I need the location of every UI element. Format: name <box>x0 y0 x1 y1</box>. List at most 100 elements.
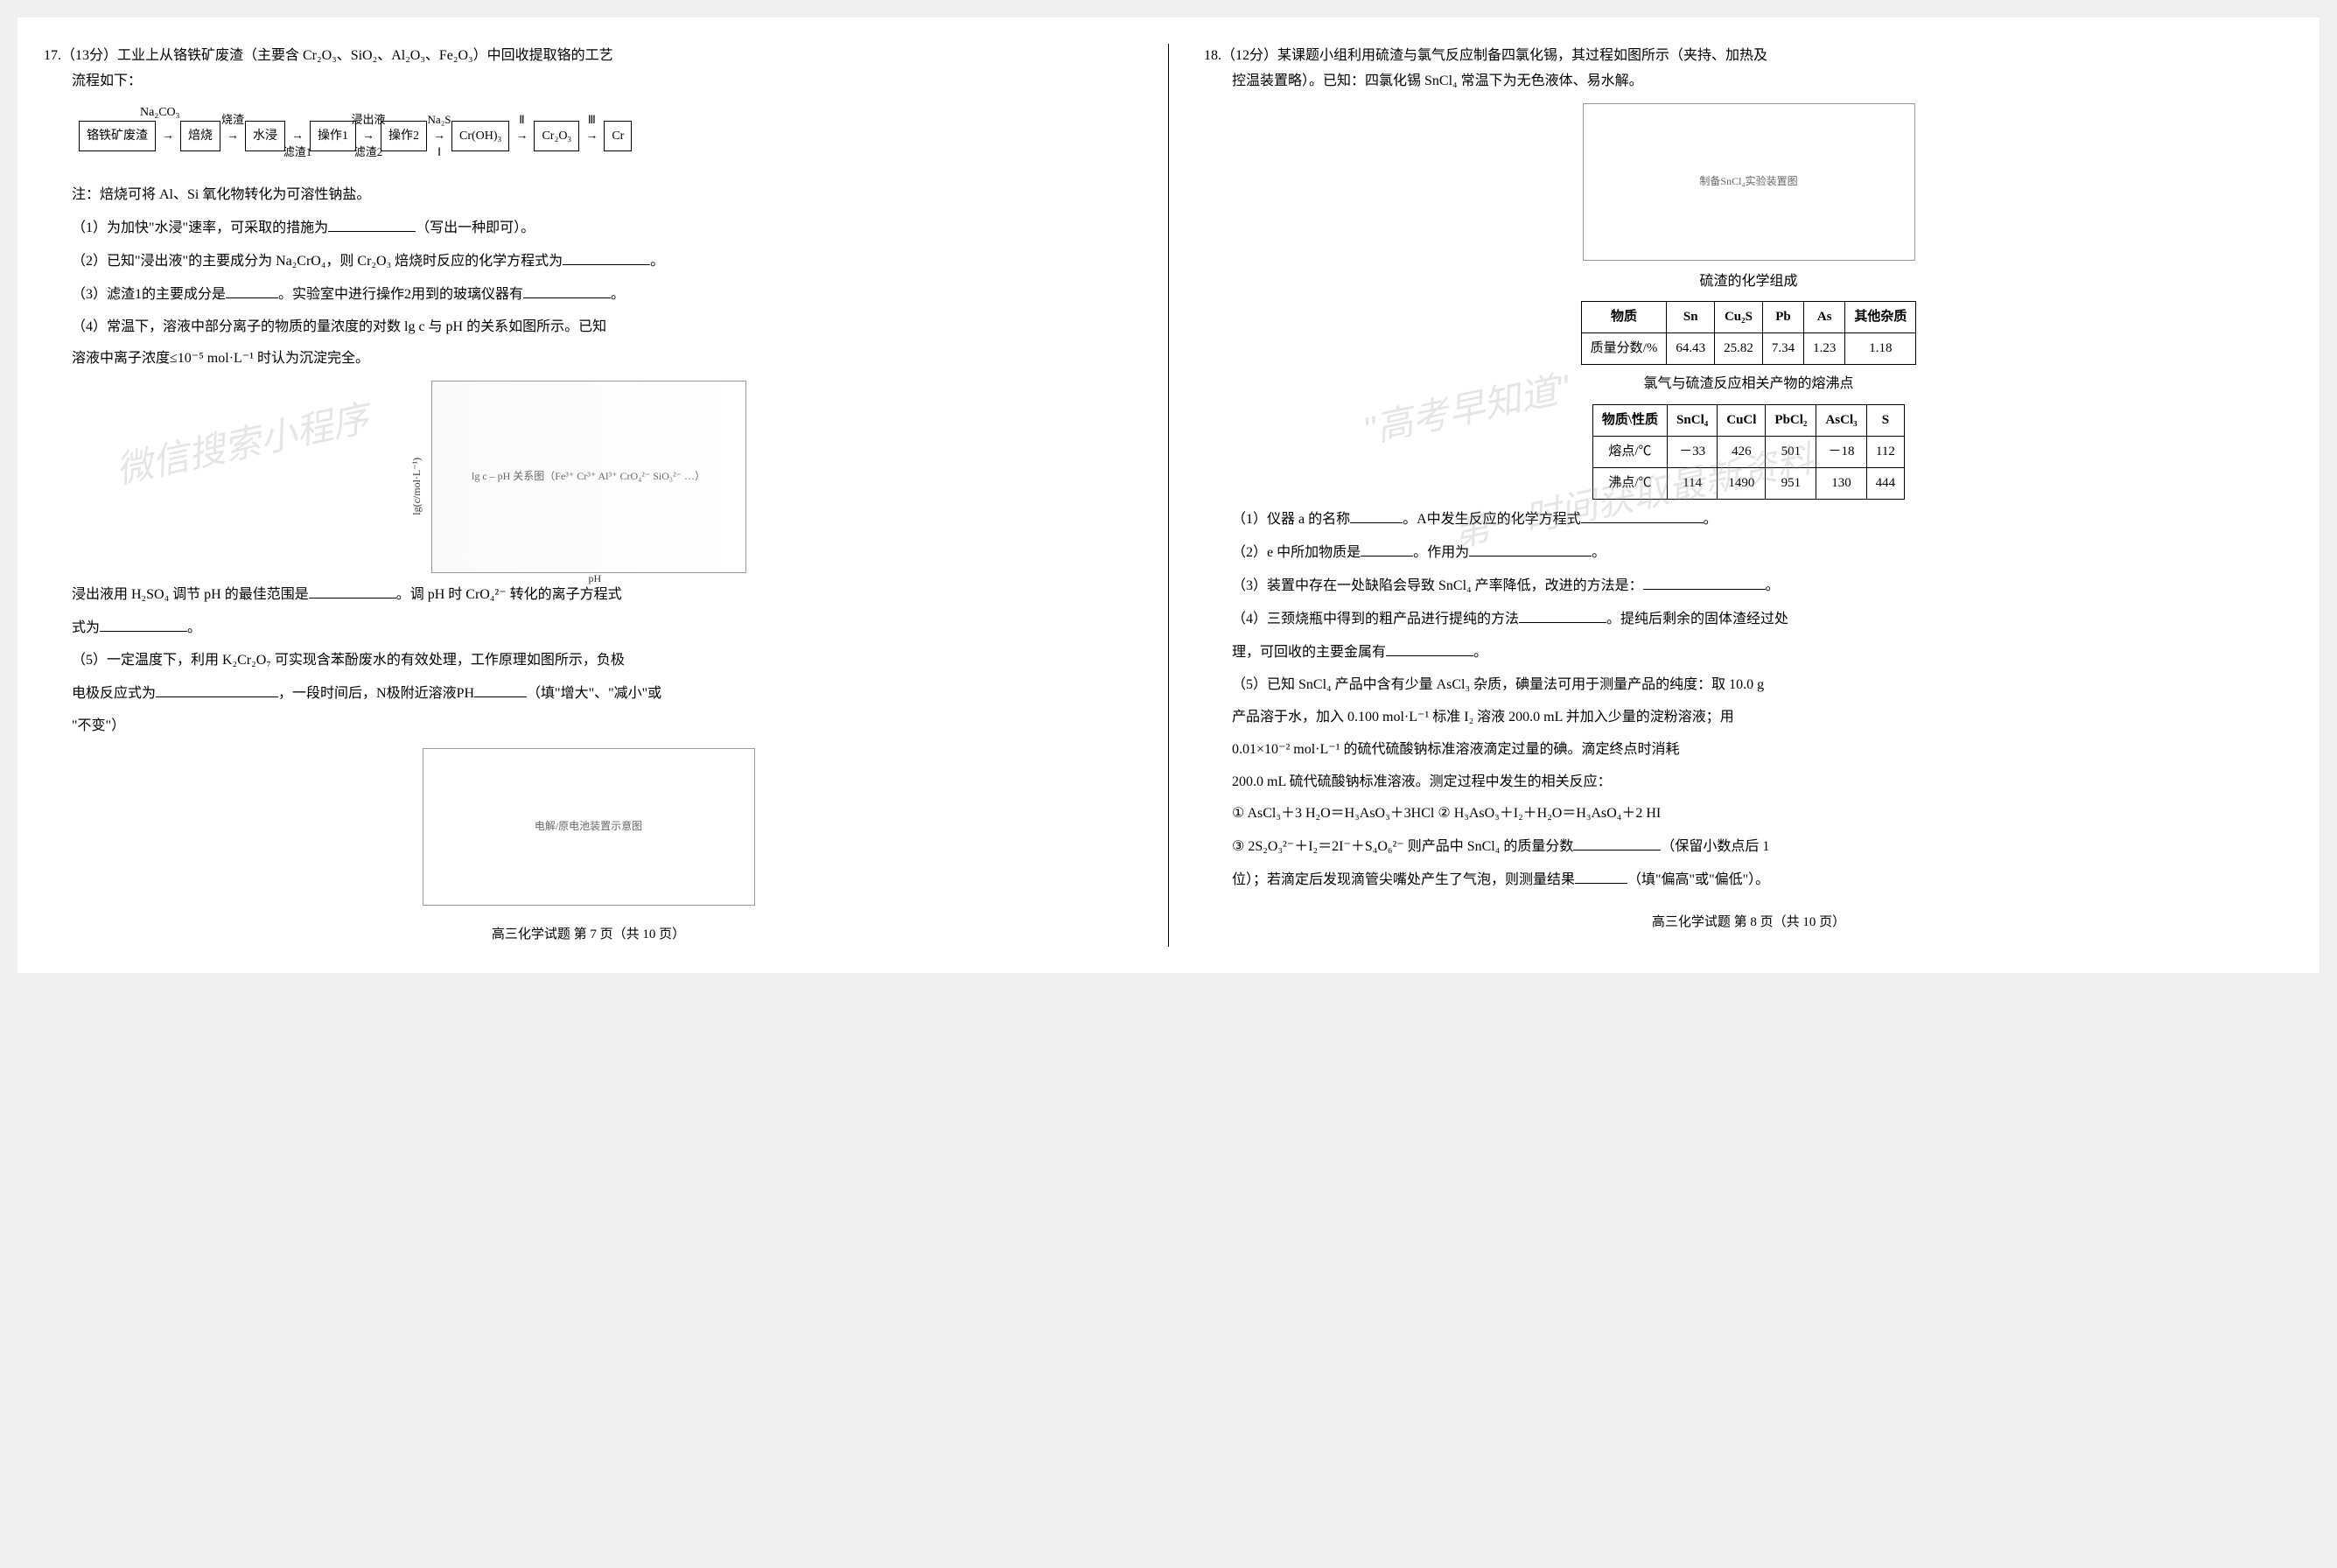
blank <box>100 615 187 632</box>
q17-sub2-tail: 。 <box>650 254 664 269</box>
t1-h0: 物质 <box>1581 302 1667 333</box>
t2-r1v0: 114 <box>1668 468 1718 500</box>
q18-header: 18.（12分）某课题小组利用硫渣与氯气反应制备四氯化锡，其过程如图所示（夹持、… <box>1204 44 2293 69</box>
blank <box>1643 573 1766 590</box>
q18-eq3b: （填"偏高"或"偏低"）。 <box>1627 872 1769 887</box>
table2-caption: 氯气与硫渣反应相关产物的熔沸点 <box>1204 372 2293 397</box>
table1: 物质 Sn Cu₂S Pb As 其他杂质 质量分数/% 64.43 25.82… <box>1581 301 1917 365</box>
q18-eq3a: 位）；若滴定后发现滴管尖嘴处产生了气泡，则测量结果 <box>1232 872 1575 887</box>
q17-sub5c: ，一段时间后，N极附近溶液PH <box>278 686 474 701</box>
flow-box-7: Cr <box>604 121 632 151</box>
t2-h1: CuCl <box>1718 405 1766 437</box>
q17-sub4e: 式为 <box>72 620 100 635</box>
q18-sub1-tail: 。 <box>1704 512 1718 527</box>
q18-sub3-text: （3）装置中存在一处缺陷会导致 SnCl₄ 产率降低，改进的方法是： <box>1232 578 1643 593</box>
flow-arrow-3: 浸出液→滤渣2 <box>360 125 377 147</box>
table2: 物质\性质 SnCl₄ CuCl PbCl₂ AsCl₃ S 熔点/℃ －33 … <box>1592 404 1905 500</box>
flow-arrow-6: Ⅲ→ <box>583 125 600 147</box>
t2-r1v2: 951 <box>1766 468 1816 500</box>
q18-sub2: （2）e 中所加物质是。作用为。 <box>1204 540 2293 566</box>
table-row: 质量分数/% 64.43 25.82 7.34 1.23 1.18 <box>1581 333 1916 365</box>
q17-sub4d: 。调 pH 时 CrO₄²⁻ 转化的离子方程式 <box>396 587 622 602</box>
t2-h2: PbCl₂ <box>1766 405 1816 437</box>
t2-h4: S <box>1866 405 1905 437</box>
t1-h3: Pb <box>1762 302 1803 333</box>
q17-sub2-text: （2）已知"浸出液"的主要成分为 Na₂CrO₄，则 Cr₂O₃ 焙烧时反应的化… <box>72 254 563 269</box>
flow-box-4: 操作2 <box>381 121 427 151</box>
t2-r0l: 熔点/℃ <box>1592 437 1667 468</box>
graph1-xlabel: pH <box>589 570 602 589</box>
q18-eq2: ③ 2S₂O₃²⁻＋I₂＝2I⁻＋S₄O₆²⁻ 则产品中 SnCl₄ 的质量分数… <box>1204 834 2293 860</box>
blank <box>156 681 278 697</box>
t1-h2: Cu₂S <box>1715 302 1763 333</box>
t2-r0v4: 112 <box>1866 437 1905 468</box>
t1-v0: 64.43 <box>1667 333 1715 365</box>
t1-v2: 7.34 <box>1762 333 1803 365</box>
q17-sub5a: （5）一定温度下，利用 K₂Cr₂O₇ 可实现含苯酚废水的有效处理，工作原理如图… <box>44 648 1133 674</box>
q17-sub3: （3）滤渣1的主要成分是。实验室中进行操作2用到的玻璃仪器有。 <box>44 282 1133 308</box>
q17-sub3b: 。实验室中进行操作2用到的玻璃仪器有 <box>278 287 523 302</box>
blank <box>1469 540 1592 556</box>
flow-box-6: Cr₂O₃ <box>534 121 579 151</box>
footer-left: 高三化学试题 第 7 页（共 10 页） <box>44 923 1133 947</box>
q18-sub1b: 。A中发生反应的化学方程式 <box>1403 512 1581 527</box>
q17-sub3a: （3）滤渣1的主要成分是 <box>72 287 226 302</box>
table-row: 熔点/℃ －33 426 501 －18 112 <box>1592 437 1904 468</box>
table-row: 沸点/℃ 114 1490 951 130 444 <box>1592 468 1904 500</box>
q17-sub4a: （4）常温下，溶液中部分离子的物质的量浓度的对数 lg c 与 pH 的关系如图… <box>44 315 1133 340</box>
q17-sub5-line: 电极反应式为，一段时间后，N极附近溶液PH（填"增大"、"减小"或 <box>44 681 1133 707</box>
blank <box>1581 507 1704 523</box>
column-divider <box>1168 44 1169 947</box>
q18-header2: 控温装置略）。已知：四氯化锡 SnCl₄ 常温下为无色液体、易水解。 <box>1204 69 2293 94</box>
q18-sub5b: 产品溶于水，加入 0.100 mol·L⁻¹ 标准 I₂ 溶液 200.0 mL… <box>1204 705 2293 731</box>
footer-right: 高三化学试题 第 8 页（共 10 页） <box>1204 911 2293 934</box>
right-column: "高考早知道" 第一时间获取最新资料 18.（12分）某课题小组利用硫渣与氯气反… <box>1204 44 2293 947</box>
t1-v3: 1.23 <box>1804 333 1845 365</box>
t2-r1v3: 130 <box>1816 468 1866 500</box>
q17-flowchart: 铬铁矿废渣 → 焙烧 烧渣→ 水浸 →滤渣1 操作1 浸出液→滤渣2 操作2 N… <box>79 121 1133 151</box>
q18-sub5d: 200.0 mL 硫代硫酸钠标准溶液。测定过程中发生的相关反应： <box>1204 770 2293 795</box>
blank <box>309 582 396 598</box>
q18-sub2b: 。作用为 <box>1413 545 1469 560</box>
flow-box-5: Cr(OH)₃ <box>451 121 509 151</box>
q17-device: 电解/原电池装置示意图 <box>423 748 755 906</box>
q17-sub4e-line: 式为。 <box>44 615 1133 641</box>
blank <box>226 282 278 298</box>
q17-header: 17.（13分）工业上从铬铁矿废渣（主要含 Cr₂O₃、SiO₂、Al₂O₃、F… <box>44 44 1133 69</box>
q18-device: 制备SnCl₄实验装置图 <box>1583 103 1915 261</box>
blank <box>1350 507 1403 523</box>
blank <box>328 215 416 232</box>
q18-eq1: ① AsCl₃＋3 H₂O＝H₃AsO₃＋3HCl ② H₃AsO₃＋I₂＋H₂… <box>1204 802 2293 827</box>
q17-header2: 流程如下： <box>44 69 1133 94</box>
q18-sub4b: 。提纯后剩余的固体渣经过处 <box>1606 612 1788 626</box>
t2-r0v0: －33 <box>1668 437 1718 468</box>
blank <box>1361 540 1413 556</box>
t2-h3: AsCl₃ <box>1816 405 1866 437</box>
table-row: 物质\性质 SnCl₄ CuCl PbCl₂ AsCl₃ S <box>1592 405 1904 437</box>
table-row: 物质 Sn Cu₂S Pb As 其他杂质 <box>1581 302 1916 333</box>
q17-sub1-text: （1）为加快"水浸"速率，可采取的措施为 <box>72 220 328 235</box>
q17-sub5e: "不变"） <box>44 714 1133 739</box>
t1-v4: 1.18 <box>1845 333 1916 365</box>
t1-h1: Sn <box>1667 302 1715 333</box>
q17-flowchart-wrap: Na₂CO₃ 铬铁矿废渣 → 焙烧 烧渣→ 水浸 →滤渣1 操作1 浸出液→滤渣… <box>44 121 1133 151</box>
blank <box>523 282 611 298</box>
q18-eq2b: （保留小数点后 1 <box>1661 839 1769 854</box>
left-column: 微信搜索小程序 17.（13分）工业上从铬铁矿废渣（主要含 Cr₂O₃、SiO₂… <box>44 44 1133 947</box>
t2-h0: SnCl₄ <box>1668 405 1718 437</box>
q17-note: 注：焙烧可将 Al、Si 氧化物转化为可溶性钠盐。 <box>44 183 1133 208</box>
q18-eq3: 位）；若滴定后发现滴管尖嘴处产生了气泡，则测量结果 （填"偏高"或"偏低"）。 <box>1204 867 2293 893</box>
flow-arrow-1: 烧渣→ <box>224 125 241 147</box>
q17-sub4b: 溶液中离子浓度≤10⁻⁵ mol·L⁻¹ 时认为沉淀完全。 <box>44 346 1133 372</box>
page-container: 微信搜索小程序 17.（13分）工业上从铬铁矿废渣（主要含 Cr₂O₃、SiO₂… <box>17 18 2320 973</box>
flow-box-1: 焙烧 <box>180 121 220 151</box>
blank <box>1386 640 1473 656</box>
q18-eq2a: ③ 2S₂O₃²⁻＋I₂＝2I⁻＋S₄O₆²⁻ 则产品中 SnCl₄ 的质量分数 <box>1232 839 1573 854</box>
q17-device-desc: 电解/原电池装置示意图 <box>535 817 642 836</box>
t1-v1: 25.82 <box>1715 333 1763 365</box>
blank <box>1575 867 1627 884</box>
flow-arrow-2: →滤渣1 <box>289 125 306 147</box>
q18-sub5c: 0.01×10⁻² mol·L⁻¹ 的硫代硫酸钠标准溶液滴定过量的碘。滴定终点时… <box>1204 738 2293 763</box>
q17-sub5b: 电极反应式为 <box>72 686 156 701</box>
q18-sub1: （1）仪器 a 的名称。A中发生反应的化学方程式。 <box>1204 507 2293 533</box>
